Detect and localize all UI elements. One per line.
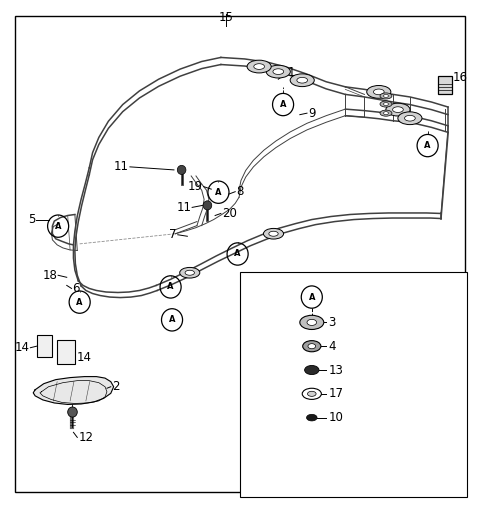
Ellipse shape <box>380 93 392 99</box>
FancyBboxPatch shape <box>438 76 452 94</box>
Ellipse shape <box>367 85 391 98</box>
Ellipse shape <box>307 320 317 326</box>
Ellipse shape <box>290 74 314 87</box>
Ellipse shape <box>384 103 388 106</box>
Circle shape <box>68 407 77 417</box>
Text: 14: 14 <box>14 341 29 354</box>
Text: 12: 12 <box>78 431 93 444</box>
Text: A: A <box>309 293 315 302</box>
Ellipse shape <box>247 60 271 73</box>
Ellipse shape <box>185 270 194 275</box>
Text: 9: 9 <box>308 107 315 120</box>
Ellipse shape <box>297 77 308 83</box>
Ellipse shape <box>308 344 316 348</box>
Text: A: A <box>55 221 61 231</box>
Ellipse shape <box>308 391 316 396</box>
Circle shape <box>203 201 212 210</box>
FancyBboxPatch shape <box>57 340 75 364</box>
Text: A: A <box>169 315 175 325</box>
Ellipse shape <box>273 69 284 75</box>
Ellipse shape <box>269 231 278 236</box>
Circle shape <box>177 165 186 174</box>
FancyBboxPatch shape <box>36 335 52 357</box>
Ellipse shape <box>380 101 392 107</box>
Ellipse shape <box>264 229 284 239</box>
Text: 17: 17 <box>328 387 344 400</box>
Text: 11: 11 <box>176 201 191 214</box>
Text: 18: 18 <box>42 269 57 282</box>
Text: A: A <box>76 298 83 307</box>
Text: 2: 2 <box>112 380 119 393</box>
Ellipse shape <box>305 365 319 374</box>
Ellipse shape <box>405 115 415 121</box>
Text: 19: 19 <box>188 180 203 193</box>
Text: A: A <box>234 249 241 259</box>
Ellipse shape <box>180 267 200 278</box>
Text: A: A <box>280 100 287 109</box>
Ellipse shape <box>384 112 388 115</box>
Ellipse shape <box>303 341 321 352</box>
Ellipse shape <box>266 65 290 78</box>
Bar <box>240 272 468 497</box>
Text: A: A <box>424 141 431 150</box>
Ellipse shape <box>380 110 392 116</box>
Text: 1: 1 <box>288 66 295 79</box>
Text: 5: 5 <box>28 213 35 226</box>
Text: A: A <box>215 187 222 197</box>
Text: 3: 3 <box>328 316 336 329</box>
Text: 13: 13 <box>328 364 343 376</box>
Text: 10: 10 <box>328 411 343 424</box>
Ellipse shape <box>398 112 422 124</box>
Text: A: A <box>168 282 174 292</box>
Polygon shape <box>33 376 114 404</box>
Text: 14: 14 <box>76 352 91 364</box>
Text: 7: 7 <box>169 228 177 241</box>
Ellipse shape <box>384 94 388 98</box>
Ellipse shape <box>307 415 317 421</box>
Text: 4: 4 <box>328 340 336 353</box>
Text: 6: 6 <box>72 282 80 295</box>
Ellipse shape <box>386 103 410 116</box>
Ellipse shape <box>254 64 264 70</box>
Text: 16: 16 <box>453 71 468 84</box>
Text: 15: 15 <box>218 11 233 24</box>
Text: 8: 8 <box>236 185 243 198</box>
Text: 11: 11 <box>114 161 129 173</box>
Text: 20: 20 <box>222 207 237 220</box>
Ellipse shape <box>300 315 324 330</box>
Ellipse shape <box>393 107 403 112</box>
Ellipse shape <box>373 89 384 94</box>
